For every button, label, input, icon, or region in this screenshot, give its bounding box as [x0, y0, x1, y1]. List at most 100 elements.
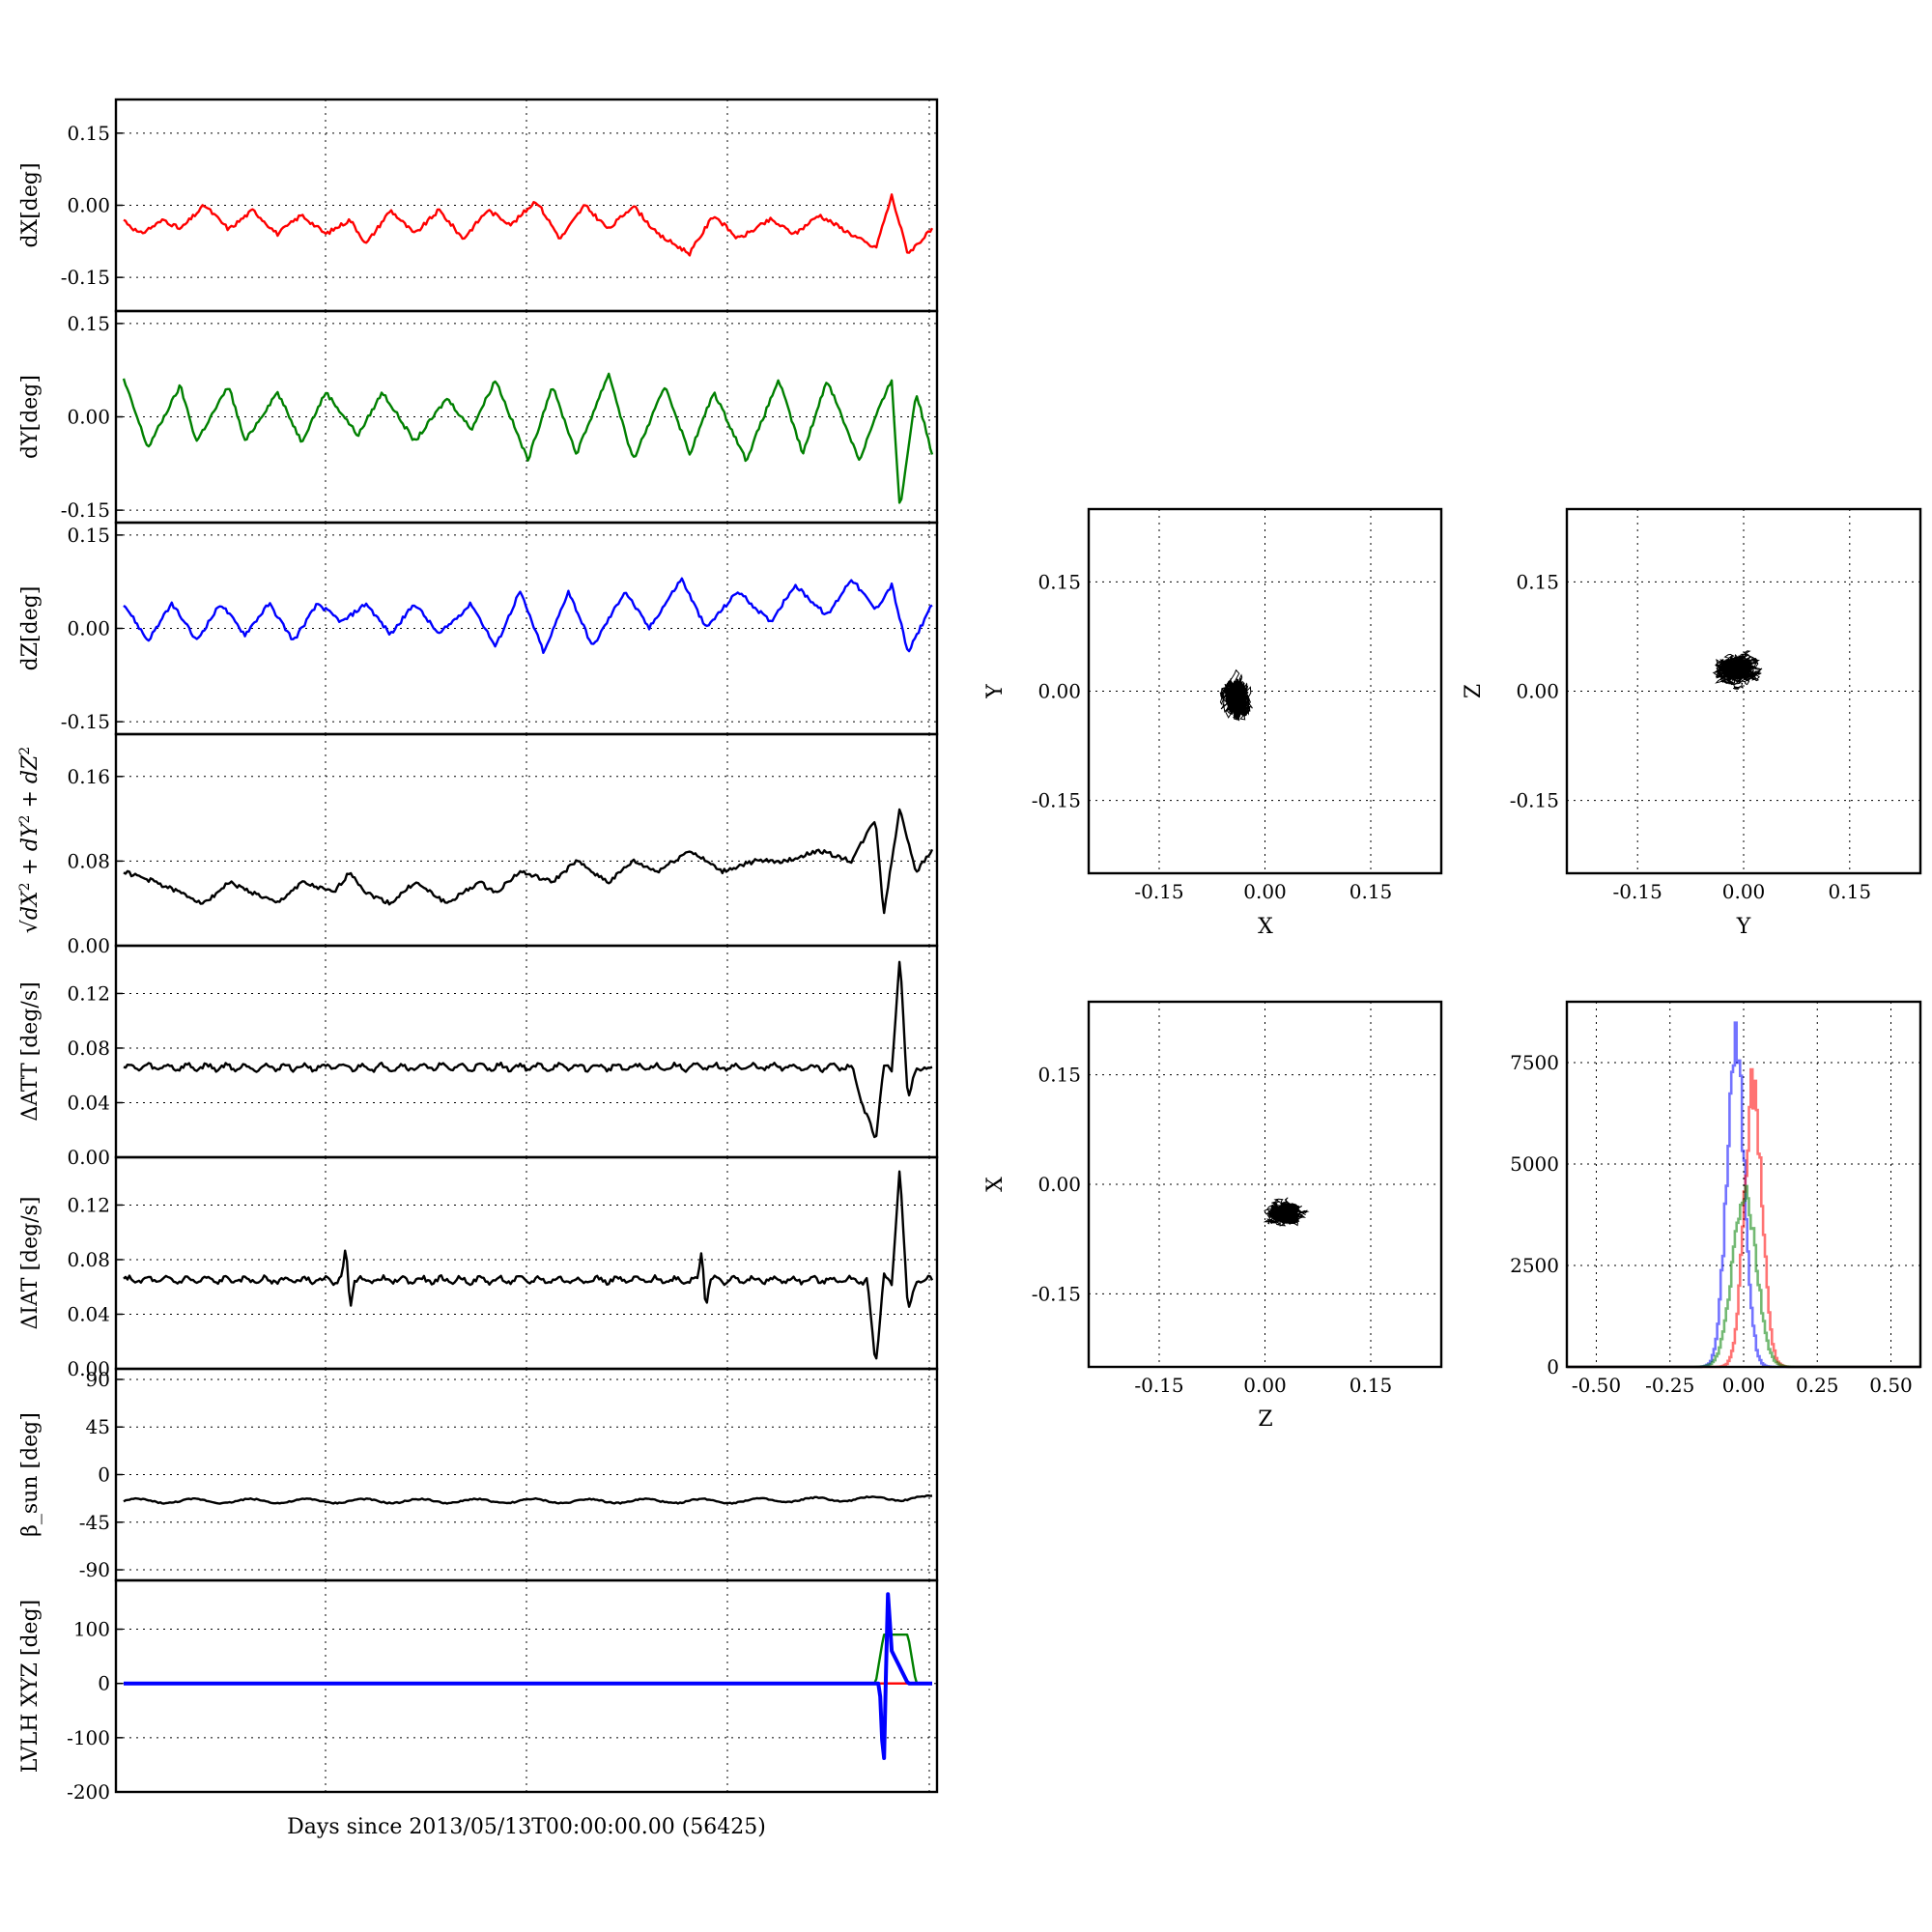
x-tick-label: 0.15 [1350, 880, 1393, 903]
x-tick-label: -0.15 [1134, 1374, 1183, 1397]
panel-frame [114, 1578, 939, 1794]
y-tick-label: -0.15 [1032, 789, 1081, 812]
y-tick-label: 0.00 [67, 1357, 110, 1380]
series-line-lvlh-2 [124, 1592, 932, 1760]
label-part: dX [18, 890, 43, 920]
y-axis-label: LVLH XYZ [deg] [18, 1600, 43, 1774]
y-tick-label: 0 [98, 1463, 110, 1487]
panel-dx: 0.15 0.00 -0.15 dX[deg] [18, 98, 939, 313]
label-exp: 2 [17, 882, 33, 891]
y-tick-label: 0.15 [1516, 570, 1559, 593]
series-line-rms-0 [123, 808, 934, 915]
x-tick-label: -0.15 [1613, 880, 1662, 903]
y-tick-label: 2500 [1510, 1254, 1559, 1277]
y-axis-label: √dX2 + dY2 + dZ2 [17, 747, 43, 933]
y-tick-label: 0.12 [67, 981, 110, 1005]
y-tick-label: -0.15 [1510, 789, 1559, 812]
panel-frame [114, 1155, 939, 1371]
series-line-dy-0 [122, 372, 934, 504]
y-tick-label: -0.15 [61, 710, 110, 733]
panel-frame [1087, 507, 1443, 875]
series-line-dz-0 [123, 577, 933, 654]
y-tick-label: 0.08 [67, 849, 110, 872]
scatter-panel-xy: -0.15 -0.15 0.00 0.00 0.15 0.15 X Y [983, 507, 1443, 939]
y-tick-label: 0.04 [67, 1091, 110, 1114]
y-tick-label: 0.00 [67, 934, 110, 957]
trajectory-cloud [1263, 1197, 1310, 1227]
series-line-dx-0 [123, 193, 934, 257]
label-exp: 2 [17, 747, 33, 755]
y-tick-label: -0.15 [1032, 1282, 1081, 1305]
y-axis-label: ΔATT [deg/s] [18, 981, 43, 1121]
series-line-diat-0 [123, 1170, 934, 1360]
x-tick-label: -0.15 [1134, 880, 1183, 903]
y-tick-label: -0.15 [61, 266, 110, 289]
y-tick-label: -90 [79, 1558, 110, 1581]
scatter-panel-yz: -0.15 -0.15 0.00 0.00 0.15 0.15 Y Z [1462, 507, 1922, 939]
panel-rms: 0.160.080.00√dX2 + dY2 + dZ2 [17, 732, 939, 957]
y-tick-label: 0.00 [1516, 680, 1559, 703]
y-tick-label: 0 [1547, 1355, 1559, 1378]
label-exp: 2 [17, 815, 33, 824]
y-tick-label: -45 [79, 1511, 110, 1534]
panel-frame [1087, 1000, 1443, 1369]
y-tick-label: 0.04 [67, 1302, 110, 1325]
y-axis-label: X [983, 1177, 1008, 1192]
series-line-lvlh-1 [124, 1634, 932, 1685]
panel-datt: 0.12 0.08 0.04 0.00 ΔATT [deg/s] [18, 944, 939, 1169]
label-part: + dZ [18, 754, 43, 815]
y-axis-label: dX[deg] [18, 162, 43, 247]
y-tick-label: -100 [67, 1726, 110, 1749]
y-axis-label: dY[deg] [18, 375, 43, 459]
y-tick-label: 90 [86, 1368, 110, 1391]
x-axis-label: X [1258, 915, 1273, 939]
trajectory-cloud [1219, 668, 1253, 722]
y-tick-label: 0.08 [67, 1248, 110, 1271]
y-tick-label: 45 [86, 1415, 110, 1438]
y-tick-label: 0.00 [67, 406, 110, 429]
y-tick-label: 0.15 [67, 312, 110, 335]
y-axis-label: Y [983, 684, 1008, 699]
y-tick-label: 0.08 [67, 1037, 110, 1060]
shared-x-axis-label: Days since 2013/05/13T00:00:00.00 (56425… [287, 1815, 766, 1839]
scatter-panel-zx: -0.15 -0.15 0.00 0.00 0.15 0.15 Z X [983, 1000, 1443, 1432]
x-tick-label: 0.00 [1722, 1374, 1766, 1397]
x-tick-label: -0.25 [1645, 1374, 1694, 1397]
panel-beta: 90 45 0 -45 -90 β_sun [deg] [18, 1367, 939, 1582]
x-tick-label: 0.25 [1796, 1374, 1839, 1397]
histogram-series-1 [1567, 1067, 1920, 1369]
y-tick-label: 0.15 [1037, 1064, 1081, 1087]
x-tick-label: 0.00 [1722, 880, 1766, 903]
x-axis-label: Y [1736, 915, 1751, 939]
label-part: + dY [18, 821, 43, 883]
y-tick-label: 0 [98, 1672, 110, 1695]
y-tick-label: -0.15 [61, 498, 110, 522]
time-series-panels: 0.15 0.00 -0.15 dX[deg] 0.15 0.00 -0.15 dY[deg]… [17, 98, 939, 1804]
x-tick-label: 0.15 [1350, 1374, 1393, 1397]
y-tick-label: 0.00 [67, 617, 110, 640]
radical: √ [18, 919, 43, 933]
scatter-and-histogram-panels: -0.15 -0.15 0.00 0.00 0.15 0.15 X Y -0.15 -0.15 0.… [983, 507, 1922, 1432]
y-tick-label: 0.12 [67, 1193, 110, 1216]
y-axis-label: Z [1462, 684, 1486, 698]
y-tick-label: 0.16 [67, 765, 110, 788]
y-tick-label: 0.00 [67, 194, 110, 217]
series-line-datt-0 [123, 960, 933, 1139]
panel-frame [114, 944, 939, 1159]
y-tick-label: 5000 [1510, 1152, 1559, 1176]
panel-frame [114, 732, 939, 948]
x-axis-label: Z [1258, 1407, 1272, 1432]
x-tick-label: 0.00 [1243, 1374, 1287, 1397]
panel-dz: 0.15 0.00 -0.15 dZ[deg] [18, 521, 939, 736]
trajectory-cloud [1712, 650, 1763, 690]
x-tick-label: 0.15 [1829, 880, 1872, 903]
y-tick-label: 0.00 [1037, 680, 1081, 703]
y-tick-label: 0.15 [67, 524, 110, 547]
y-tick-label: 7500 [1510, 1051, 1559, 1074]
y-tick-label: -200 [67, 1780, 110, 1804]
y-axis-label: dZ[deg] [18, 586, 43, 671]
y-axis-label: β_sun [deg] [18, 1412, 43, 1537]
panel-diat: 0.12 0.08 0.04 0.00 ΔIAT [deg/s] [18, 1155, 939, 1380]
y-tick-label: 0.00 [1037, 1173, 1081, 1196]
